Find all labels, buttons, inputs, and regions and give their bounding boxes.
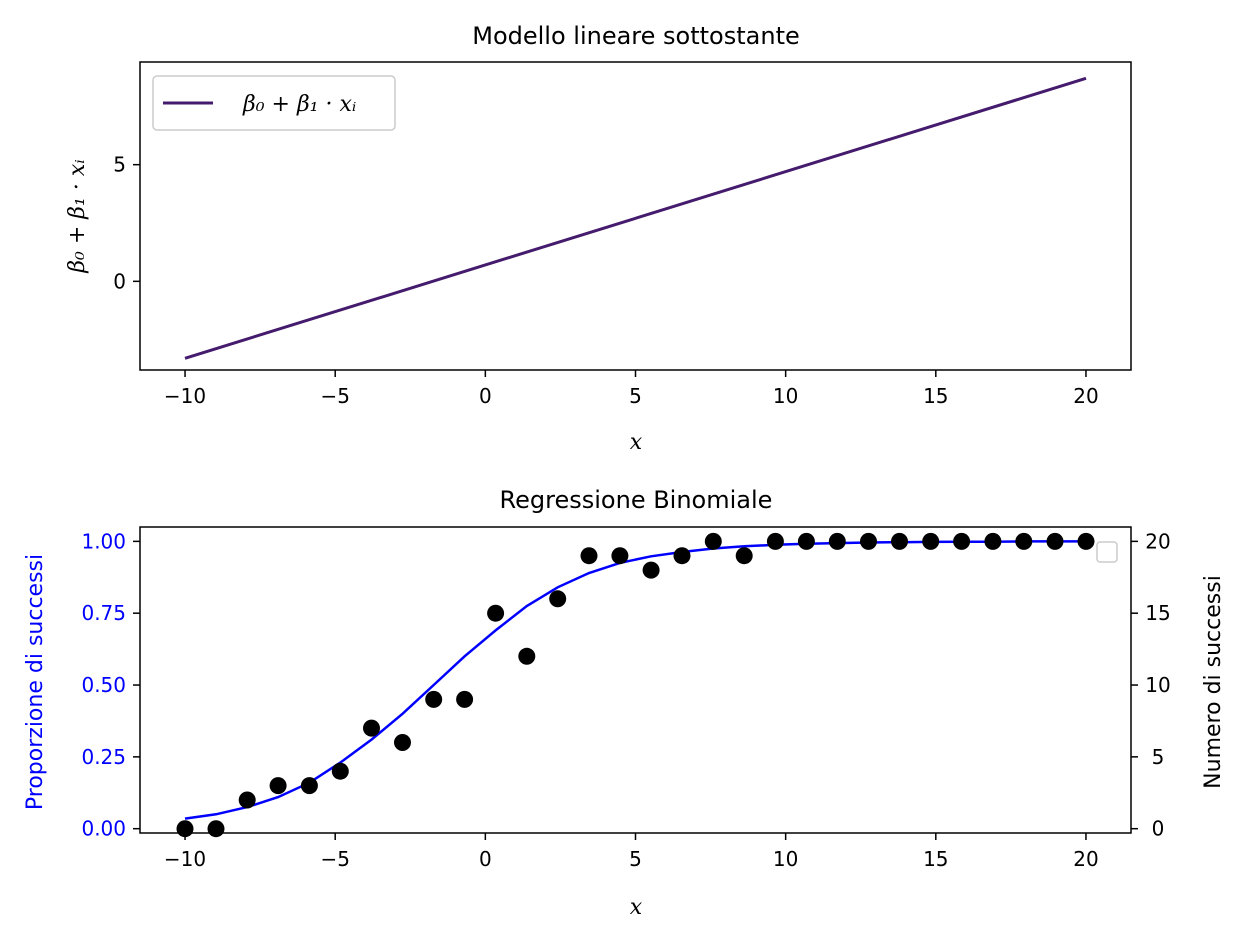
chart2-data-point [611, 547, 629, 565]
chart2-left-y-tick-label: 0.25 [81, 745, 126, 769]
chart1-title: Modello lineare sottostante [472, 22, 800, 50]
chart2-x-tick-label: −10 [164, 847, 206, 871]
chart1-plot-area [184, 76, 1087, 360]
chart2-left-y-label: Proporzione di successi [23, 554, 48, 810]
chart2-data-point [1077, 532, 1095, 550]
chart2-x-label: x [630, 895, 643, 920]
chart2-right-y-tick-label: 15 [1145, 601, 1170, 625]
chart2-x-tick-label: 20 [1073, 847, 1098, 871]
chart1-x-label: x [630, 430, 643, 455]
chart2-left-y-tick-label: 0.75 [81, 601, 126, 625]
chart2-left-y-tick-label: 0.00 [81, 817, 126, 841]
chart1-legend-label: β₀ + β₁ · xᵢ [242, 92, 356, 117]
chart2-data-point [238, 791, 256, 809]
chart1-y-axis: 05 [113, 153, 140, 293]
chart1-x-tick-label: −10 [164, 384, 206, 408]
chart1-legend-box [152, 75, 396, 131]
chart2-data-point [363, 719, 380, 737]
chart2-data-point [269, 777, 287, 795]
chart2-x-axis: −10 −5 0 5 10 15 20 [164, 833, 1099, 871]
chart2-data-point [207, 820, 225, 838]
chart2-right-y-tick-label: 10 [1145, 673, 1170, 697]
chart1-x-tick-label: 10 [773, 384, 798, 408]
chart2-data-point [704, 532, 722, 550]
chart2-fitted-curve [184, 540, 1086, 820]
chart2-data-point [984, 532, 1002, 550]
chart2-right-y-axis: 0 5 10 15 20 [1131, 529, 1171, 841]
chart2-data-point [1046, 532, 1064, 550]
chart2-x-tick-label: 10 [773, 847, 798, 871]
chart2-data-point [331, 762, 349, 780]
chart1-x-tick-label: 15 [923, 384, 948, 408]
chart2-left-y-axis: 0.00 0.25 0.50 0.75 1.00 [81, 529, 140, 841]
linear-model-chart: Modello lineare sottostante −10 −5 0 5 10 15 2… [65, 22, 1132, 455]
chart2-data-point [549, 590, 567, 608]
chart2-x-tick-label: 0 [479, 847, 492, 871]
chart1-y-label: β₀ + β₁ · xᵢ [65, 159, 90, 273]
chart1-series-line [184, 76, 1087, 360]
chart2-data-point [673, 547, 691, 565]
chart2-right-y-tick-label: 5 [1152, 745, 1165, 769]
chart2-right-y-tick-label: 0 [1152, 817, 1165, 841]
chart1-legend: β₀ + β₁ · xᵢ [152, 75, 396, 131]
chart2-data-point [394, 734, 411, 751]
chart2-data-point [828, 532, 846, 550]
chart2-x-tick-label: 15 [923, 847, 948, 871]
chart2-frame [139, 526, 1132, 834]
chart2-right-y-tick-label: 20 [1145, 529, 1170, 553]
chart1-x-tick-label: 0 [479, 384, 492, 408]
chart2-plot-area [176, 532, 1095, 838]
chart2-data-point [1015, 532, 1033, 550]
chart2-data-point [300, 777, 318, 795]
chart1-x-tick-label: −5 [320, 384, 349, 408]
chart2-left-y-tick-label: 1.00 [81, 529, 126, 553]
binomial-regression-chart: Regressione Binomiale −10 −5 0 5 10 15 20 0.00… [23, 486, 1226, 920]
chart2-left-y-tick-label: 0.50 [81, 673, 126, 697]
chart2-x-tick-label: 5 [629, 847, 642, 871]
chart1-x-axis: −10 −5 0 5 10 15 20 [164, 370, 1099, 408]
chart2-data-point [922, 532, 940, 550]
chart2-data-point [518, 647, 536, 665]
chart2-data-point [766, 532, 784, 550]
chart2-right-y-label: Numero di successi [1201, 575, 1226, 789]
chart2-data-point [456, 690, 474, 708]
chart2-x-tick-label: −5 [320, 847, 349, 871]
chart2-data-point [425, 690, 443, 708]
chart1-x-tick-label: 5 [629, 384, 642, 408]
chart2-data-point [797, 532, 815, 550]
chart2-data-point [891, 532, 908, 550]
chart2-empty-legend [1096, 541, 1118, 563]
chart2-title: Regressione Binomiale [500, 486, 773, 514]
chart1-y-tick-label: 0 [113, 269, 126, 293]
chart2-data-point [860, 532, 877, 550]
chart2-data-point [953, 532, 971, 550]
chart2-data-point [580, 547, 598, 565]
chart1-y-tick-label: 5 [113, 153, 126, 177]
chart2-data-point [642, 561, 660, 579]
chart2-data-point [735, 547, 753, 565]
chart1-x-tick-label: 20 [1073, 384, 1098, 408]
chart2-data-point [487, 604, 505, 622]
